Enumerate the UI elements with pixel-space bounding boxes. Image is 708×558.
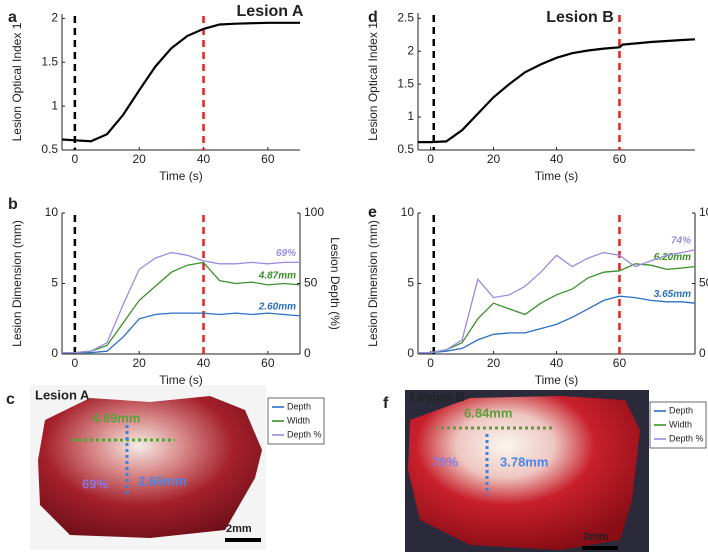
percent-label: 69% [82,476,108,491]
x-tick-label: 60 [261,152,275,166]
x-tick-label: 20 [133,152,147,166]
tissue [38,396,262,538]
series-line [61,21,300,143]
x-axis-label: Time (s) [159,169,203,183]
y2-tick-label: 50 [699,276,708,290]
x-axis-label: Time (s) [159,373,203,387]
x-axis-label: Time (s) [535,169,579,183]
end-label: 2.60mm [258,302,296,313]
photo-f: f Lesion B 6.84mm 3.78mm 79% 2mm [383,389,649,552]
x-tick-label: 0 [72,356,79,370]
y-tick-label: 1 [407,109,414,123]
legend-entry: Depth % [287,429,322,439]
legend-entry: Width [669,419,692,429]
legend-entry: Width [287,415,310,425]
percent-label: 79% [432,454,458,469]
x-tick-label: 40 [197,152,211,166]
y-tick-label: 2.5 [397,10,414,24]
photo-title: Lesion B [410,389,465,404]
series-line [418,263,696,354]
photo-title: Lesion A [35,387,90,402]
x-tick-label: 0 [427,152,434,166]
chart-title: Lesion B [546,9,614,26]
y2-axis-label: Lesion Depth (%) [328,237,342,330]
y-tick-label: 0.5 [41,142,58,156]
x-tick-label: 60 [261,356,275,370]
tissue [408,396,640,550]
y-axis-label: Lesion Dimension (mm) [366,220,380,347]
y-tick-label: 10 [401,205,415,219]
end-label: 4.87mm [258,271,296,282]
panel-label: e [368,204,377,221]
y2-tick-label: 100 [304,205,324,219]
end-label: 3.65mm [654,289,691,300]
panel-label: f [383,395,389,412]
end-label: 69% [276,248,296,259]
x-tick-label: 20 [487,356,501,370]
x-tick-label: 60 [613,152,627,166]
panel: d Lesion B 0 20 40 60 0.5 1 1.5 2 2.5 Lesion Optica… [366,9,696,183]
width-label: 6.84mm [464,405,512,420]
y-tick-label: 5 [407,276,414,290]
panel-label: b [8,196,18,213]
scale-bar [225,538,261,542]
x-tick-label: 20 [487,152,501,166]
photo-c: c Lesion A 4.69mm 2.66mm 69% 2mm [6,385,266,550]
x-tick-label: 20 [133,356,147,370]
depth-label: 3.78mm [500,454,548,469]
x-axis-label: Time (s) [535,373,579,387]
x-tick-label: 40 [197,356,211,370]
y-tick-label: 0 [51,346,58,360]
legend-entry: Depth [669,405,693,415]
scale-label: 2mm [583,531,609,543]
series-line [418,38,696,144]
chart-title: Lesion A [237,3,304,20]
y-axis-label: Lesion Dimension (mm) [10,220,24,347]
legend-entry: Depth % [669,433,704,443]
width-label: 4.69mm [92,410,140,425]
y2-tick-label: 50 [304,276,318,290]
y2-tick-label: 0 [304,346,311,360]
series-line [418,249,696,354]
panel-label: d [368,9,378,26]
y-tick-label: 1.5 [397,76,414,90]
series-line [62,312,301,354]
end-label: 74% [671,235,691,246]
legend-entry: Depth [287,401,311,411]
y2-tick-label: 100 [699,205,708,219]
x-tick-label: 0 [427,356,434,370]
scale-bar [582,546,618,550]
end-label: 6.20mm [654,252,691,263]
x-tick-label: 40 [550,356,564,370]
series-line [62,251,300,354]
panel: e02040600510050100Lesion Dimension (mm)L… [366,204,708,449]
y-tick-label: 2 [407,43,414,57]
panel-label: c [6,391,15,408]
y-tick-label: 1.5 [41,54,58,68]
y2-tick-label: 0 [699,346,706,360]
panel-label: a [8,9,17,26]
y-axis-label: Lesion Optical Index 1 [10,22,24,141]
y-tick-label: 10 [45,205,59,219]
x-tick-label: 60 [613,356,627,370]
y-tick-label: 2 [51,11,58,25]
series-line [62,261,301,354]
depth-label: 2.66mm [138,473,186,488]
x-tick-label: 40 [550,152,564,166]
series-line [418,295,696,354]
scale-label: 2mm [226,523,252,535]
y-tick-label: 5 [51,276,58,290]
y-tick-label: 0 [407,346,414,360]
y-tick-label: 0.5 [397,142,414,156]
x-tick-label: 0 [72,152,79,166]
y-axis-label: Lesion Optical Index 1 [366,22,380,141]
y-tick-label: 1 [51,98,58,112]
panel: a Lesion A 0 20 40 60 0.5 1 1.5 2 Lesion Optical I… [8,3,304,183]
